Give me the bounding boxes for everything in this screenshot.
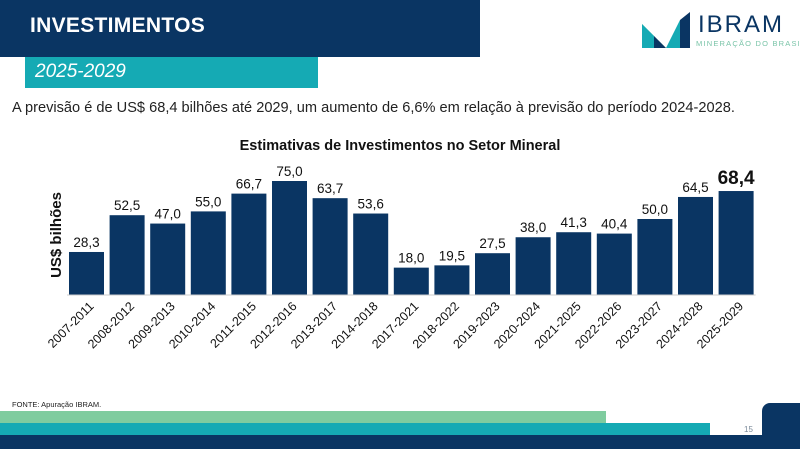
chart-title: Estimativas de Investimentos no Setor Mi… bbox=[240, 138, 561, 154]
value-label-2012-2016: 75,0 bbox=[276, 164, 302, 179]
bar-2024-2028 bbox=[678, 196, 713, 295]
value-label-2023-2027: 50,0 bbox=[642, 202, 668, 217]
footer-stripe-navy bbox=[0, 435, 800, 449]
footer-stripe-teal bbox=[0, 423, 710, 435]
source-note: FONTE: Apuração IBRAM. bbox=[12, 400, 102, 409]
value-label-2013-2017: 63,7 bbox=[317, 181, 343, 196]
bar-2010-2014 bbox=[190, 211, 226, 295]
page-title: INVESTIMENTOS bbox=[30, 14, 206, 37]
corner-block bbox=[762, 403, 800, 449]
value-label-2024-2028: 64,5 bbox=[682, 180, 708, 195]
bar-2020-2024 bbox=[515, 237, 551, 295]
value-label-2021-2025: 41,3 bbox=[561, 215, 587, 230]
y-axis-label: US$ bilhões bbox=[48, 192, 65, 278]
value-label-2007-2011: 28,3 bbox=[73, 235, 99, 250]
value-label-2020-2024: 38,0 bbox=[520, 220, 546, 235]
bar-2012-2016 bbox=[272, 181, 307, 295]
bar-2021-2025 bbox=[556, 232, 592, 295]
bar-2018-2022 bbox=[434, 265, 470, 295]
bar-2022-2026 bbox=[596, 233, 632, 295]
bar-2025-2029 bbox=[718, 191, 754, 295]
period-banner: 2025-2029 bbox=[25, 57, 318, 88]
bar-2019-2023 bbox=[475, 253, 510, 295]
ibram-logo: IBRAM MINERAÇÃO DO BRASIL bbox=[640, 8, 800, 52]
value-label-2018-2022: 19,5 bbox=[439, 248, 465, 263]
value-label-2017-2021: 18,0 bbox=[398, 251, 424, 266]
bar-2013-2017 bbox=[312, 198, 348, 295]
value-label-2009-2013: 47,0 bbox=[155, 207, 181, 222]
bar-2011-2015 bbox=[231, 193, 267, 295]
bar-2017-2021 bbox=[393, 267, 429, 295]
logo-tagline: MINERAÇÃO DO BRASIL bbox=[696, 39, 800, 48]
page-number: 15 bbox=[744, 425, 753, 434]
value-label-2025-2029: 68,4 bbox=[718, 168, 755, 189]
footer-stripe-green bbox=[0, 411, 606, 423]
bar-2009-2013 bbox=[150, 223, 186, 295]
bar-2007-2011 bbox=[69, 251, 104, 295]
logo-name: IBRAM bbox=[698, 11, 785, 38]
investment-bar-chart: Estimativas de Investimentos no Setor Mi… bbox=[45, 138, 756, 351]
value-label-2010-2014: 55,0 bbox=[195, 194, 221, 209]
value-label-2022-2026: 40,4 bbox=[601, 217, 628, 232]
bar-2023-2027 bbox=[637, 219, 673, 295]
value-label-2008-2012: 52,5 bbox=[114, 198, 140, 213]
value-label-2014-2018: 53,6 bbox=[358, 197, 384, 212]
value-label-2019-2023: 27,5 bbox=[479, 236, 505, 251]
forecast-description: A previsão é de US$ 68,4 bilhões até 202… bbox=[12, 100, 735, 116]
bar-2014-2018 bbox=[353, 213, 389, 295]
period-label: 2025-2029 bbox=[35, 61, 126, 82]
ibram-logo-icon bbox=[642, 12, 690, 48]
bar-2008-2012 bbox=[109, 215, 145, 295]
header-bar: INVESTIMENTOS bbox=[0, 0, 480, 57]
value-label-2011-2015: 66,7 bbox=[236, 177, 262, 192]
